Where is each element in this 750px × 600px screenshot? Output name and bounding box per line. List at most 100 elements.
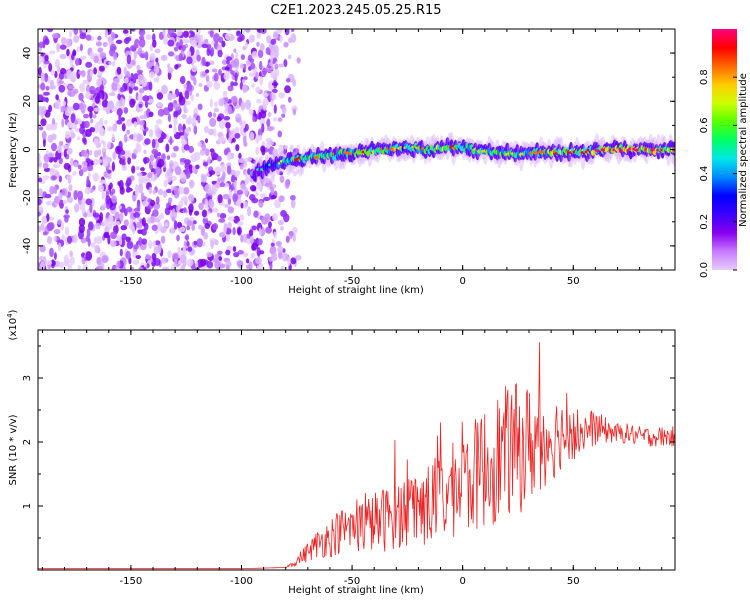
noise-speckle xyxy=(217,194,223,204)
noise-speckle xyxy=(42,137,46,148)
noise-speckle xyxy=(69,58,74,67)
noise-speckle xyxy=(235,144,240,152)
noise-speckle xyxy=(232,193,238,203)
noise-speckle xyxy=(96,265,103,270)
noise-speckle xyxy=(38,188,44,197)
noise-speckle xyxy=(38,177,43,183)
noise-speckle xyxy=(237,250,244,255)
noise-speckle xyxy=(167,39,175,47)
noise-speckle xyxy=(53,235,57,242)
noise-speckle xyxy=(77,164,82,170)
noise-speckle xyxy=(173,220,178,230)
noise-speckle xyxy=(137,144,142,153)
noise-speckle xyxy=(122,98,126,106)
noise-speckle xyxy=(72,171,77,176)
noise-speckle xyxy=(260,43,265,52)
noise-speckle xyxy=(251,83,255,88)
noise-speckle xyxy=(227,216,235,222)
noise-speckle xyxy=(148,186,153,195)
noise-speckle xyxy=(223,115,231,121)
noise-speckle xyxy=(212,223,219,230)
noise-speckle xyxy=(186,56,193,65)
noise-speckle xyxy=(190,94,195,102)
noise-speckle xyxy=(186,258,194,267)
noise-speckle xyxy=(184,159,191,165)
noise-speckle xyxy=(126,241,134,250)
noise-speckle xyxy=(65,209,69,215)
noise-speckle xyxy=(38,225,42,232)
noise-speckle xyxy=(92,172,100,182)
noise-speckle xyxy=(265,226,272,234)
noise-speckle xyxy=(72,102,80,111)
noise-speckle xyxy=(160,54,168,62)
noise-speckle xyxy=(95,41,102,47)
noise-speckle xyxy=(252,186,257,192)
noise-speckle xyxy=(83,120,90,129)
noise-speckle xyxy=(156,222,163,232)
noise-speckle xyxy=(183,144,190,151)
noise-speckle xyxy=(226,264,230,270)
noise-speckle xyxy=(236,189,243,195)
noise-speckle xyxy=(57,65,60,73)
noise-speckle xyxy=(213,33,220,43)
noise-speckle xyxy=(63,72,68,80)
noise-speckle xyxy=(123,107,129,114)
noise-speckle xyxy=(255,256,262,265)
noise-speckle xyxy=(38,205,44,211)
y-tick-label: 20 xyxy=(22,95,33,108)
noise-speckle xyxy=(101,99,109,108)
noise-speckle xyxy=(225,249,231,256)
noise-speckle xyxy=(285,235,290,243)
colorbar-ticks: 0.0 0.2 0.4 0.6 0.8 xyxy=(699,69,737,278)
noise-speckle xyxy=(176,234,180,242)
noise-speckle xyxy=(206,251,213,258)
noise-speckle xyxy=(262,92,269,97)
noise-speckle xyxy=(47,29,54,33)
noise-speckle xyxy=(161,131,166,140)
noise-speckle xyxy=(272,213,278,221)
noise-speckle xyxy=(38,60,42,66)
noise-speckle xyxy=(74,203,80,213)
noise-speckle xyxy=(152,240,156,248)
noise-speckle xyxy=(202,161,209,167)
noise-speckle xyxy=(227,206,235,214)
noise-speckle xyxy=(97,35,102,41)
noise-speckle xyxy=(290,257,297,265)
noise-speckle xyxy=(191,117,197,127)
snr-axes: -150 -100 -50 0 50 1 2 3 xyxy=(22,330,675,587)
noise-speckle xyxy=(65,38,71,48)
noise-speckle xyxy=(247,206,252,217)
colorbar: 0.0 0.2 0.4 0.6 0.8 Normalized spectral ampl… xyxy=(699,29,749,278)
noise-speckle xyxy=(171,93,177,99)
spectrogram-ylabel: Frequency (Hz) xyxy=(8,112,19,188)
noise-speckle xyxy=(255,71,259,80)
noise-speckle xyxy=(104,120,108,125)
noise-speckle xyxy=(38,152,41,163)
noise-speckle xyxy=(42,162,49,169)
noise-speckle xyxy=(144,51,149,61)
noise-speckle xyxy=(107,141,111,149)
noise-speckle xyxy=(153,246,159,255)
noise-speckle xyxy=(46,236,53,245)
noise-speckle xyxy=(41,215,47,225)
noise-speckle xyxy=(209,98,213,108)
noise-speckle xyxy=(163,107,170,116)
noise-speckle xyxy=(123,38,130,44)
noise-speckle xyxy=(74,120,79,125)
noise-speckle xyxy=(239,163,244,170)
noise-speckle xyxy=(240,54,246,60)
noise-speckle xyxy=(102,152,106,158)
noise-speckle xyxy=(198,82,203,88)
noise-speckle xyxy=(174,64,179,70)
noise-speckle xyxy=(244,99,252,110)
noise-speckle xyxy=(89,149,93,156)
noise-speckle xyxy=(64,215,69,223)
noise-speckle xyxy=(233,58,240,68)
noise-speckle xyxy=(117,205,122,210)
noise-speckle xyxy=(107,36,113,41)
noise-speckle xyxy=(176,29,183,37)
noise-speckle xyxy=(107,100,114,110)
snr-ylabel: SNR (10 * v/v) xyxy=(8,414,19,485)
noise-speckle xyxy=(89,51,95,60)
noise-speckle xyxy=(253,210,259,218)
